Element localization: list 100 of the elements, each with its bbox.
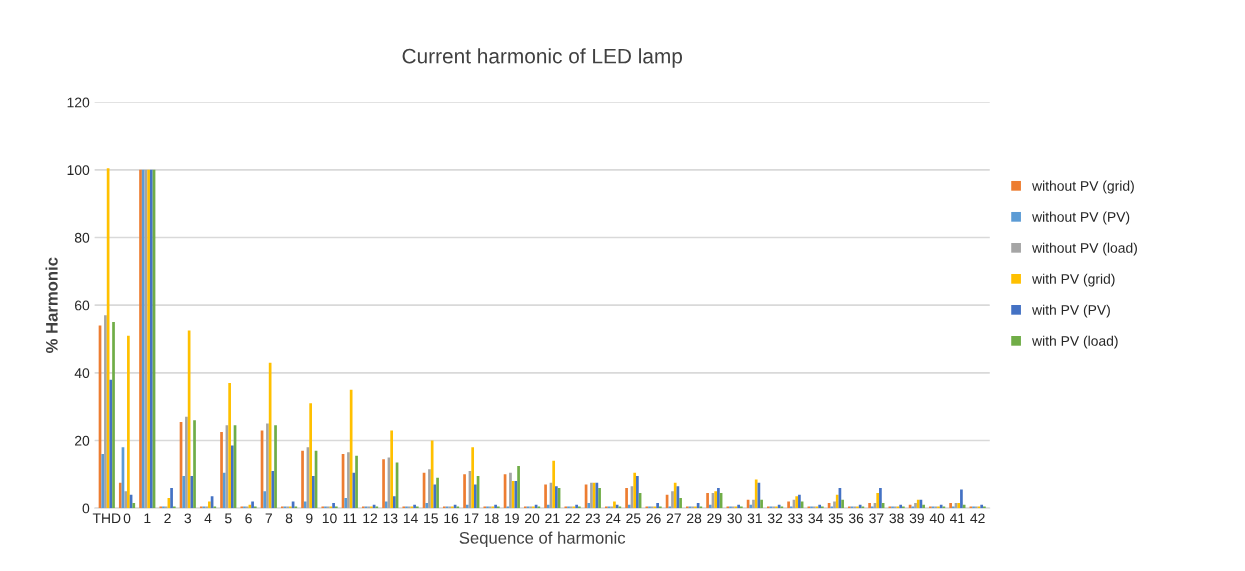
bar [112, 322, 115, 509]
x-tick-label: 40 [929, 513, 945, 524]
legend-label: without PV (load) [1032, 242, 1137, 256]
legend-label: without PV (PV) [1032, 211, 1130, 225]
bar [587, 503, 591, 509]
bar [876, 492, 880, 509]
bar [344, 498, 348, 509]
bar [430, 440, 434, 509]
y-tick-label: 20 [75, 435, 90, 446]
bar [193, 420, 196, 509]
x-tick-label: 33 [788, 513, 803, 524]
x-tick-label: 2 [164, 513, 171, 524]
bar [132, 503, 136, 509]
x-tick-label: 39 [909, 513, 924, 524]
x-tick-label: 21 [545, 513, 560, 524]
x-tick-label: 16 [444, 513, 459, 524]
x-tick-label: 14 [403, 513, 418, 524]
bar [230, 445, 234, 509]
bar [633, 472, 637, 509]
x-tick-label: 13 [383, 513, 398, 524]
legend-label: with PV (PV) [1032, 304, 1110, 318]
bar [118, 482, 122, 509]
legend-label: with PV (grid) [1032, 273, 1115, 287]
bar [841, 499, 844, 509]
bar [835, 494, 839, 509]
bar [509, 472, 512, 509]
bar [185, 416, 188, 509]
bar [752, 499, 755, 509]
x-tick-label: 20 [525, 513, 540, 524]
x-tick-label: 19 [505, 513, 519, 524]
x-tick-label: 28 [687, 513, 702, 524]
legend-label: with PV (load) [1032, 335, 1118, 349]
bar [625, 487, 628, 509]
bar [271, 470, 275, 509]
x-tick-label: 37 [869, 513, 884, 524]
bar [390, 430, 393, 509]
x-tick-label: 34 [808, 513, 823, 524]
bar [382, 459, 385, 509]
x-tick-label: 1 [144, 513, 151, 524]
bar [922, 504, 925, 509]
x-tick-label: 7 [265, 513, 272, 524]
x-tick-label: 9 [306, 513, 313, 524]
bar [671, 491, 674, 509]
x-tick-label: 5 [224, 513, 232, 524]
y-axis-title: % Harmonic [45, 257, 58, 353]
y-tick-label: 120 [67, 97, 90, 108]
x-tick-label: 31 [747, 513, 762, 524]
y-tick-label: 100 [67, 165, 90, 176]
bar [190, 476, 194, 509]
x-tick-label: 24 [606, 513, 621, 524]
y-tick-label: 40 [74, 368, 90, 379]
bar [309, 403, 312, 509]
bar [833, 501, 836, 509]
bar [170, 487, 173, 509]
bar [393, 496, 396, 509]
x-tick-label: 4 [204, 513, 212, 524]
bar [104, 315, 107, 509]
bar [627, 504, 631, 509]
x-tick-label: 10 [322, 513, 337, 524]
bar [425, 503, 429, 509]
bar [303, 501, 307, 509]
x-tick-label: 35 [828, 513, 843, 524]
x-tick-label: 17 [464, 513, 479, 524]
bar [312, 476, 315, 509]
bar [436, 477, 439, 509]
bar [428, 469, 431, 509]
bar [960, 489, 963, 509]
bar [471, 447, 475, 509]
bar [787, 501, 790, 509]
bar [544, 484, 547, 509]
bar [182, 476, 186, 509]
bar [465, 504, 469, 509]
bar [706, 492, 709, 509]
bar [879, 487, 882, 509]
chart-title: Current harmonic of LED lamp [402, 48, 683, 68]
y-tick-label: 60 [75, 300, 90, 311]
bar [301, 450, 304, 509]
x-tick-label: 32 [767, 513, 783, 524]
bar [474, 484, 477, 509]
bar [124, 491, 128, 509]
y-tick-label: 0 [82, 503, 90, 514]
x-tick-label: 8 [285, 513, 293, 524]
bar [546, 504, 550, 509]
x-tick-label: 27 [666, 513, 681, 524]
y-tick-label: 80 [74, 232, 90, 243]
legend-label: without PV (grid) [1032, 180, 1134, 194]
x-tick-label: 0 [123, 513, 131, 524]
bar [101, 454, 105, 509]
bar [208, 501, 211, 509]
bar [552, 460, 556, 509]
bar [517, 465, 520, 509]
bar [347, 452, 350, 509]
x-tick-label: 12 [363, 513, 378, 524]
bar [463, 474, 466, 509]
bar [263, 491, 267, 509]
bar [266, 423, 269, 509]
x-tick-label: 11 [343, 513, 357, 524]
x-tick-label: 3 [184, 513, 192, 524]
bar [109, 379, 113, 509]
x-tick-label: 6 [245, 513, 252, 524]
